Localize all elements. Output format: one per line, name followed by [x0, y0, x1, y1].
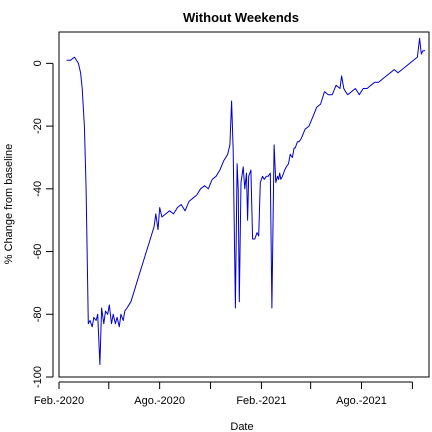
x-tick-label: Feb.-2021 — [236, 395, 286, 407]
y-axis: 0 -20 -40 -60 -80 -100 — [32, 60, 54, 388]
chart-title: Without Weekends — [183, 10, 299, 25]
y-tick-label: -100 — [32, 366, 44, 388]
x-tick-label: Ago.-2020 — [134, 395, 185, 407]
x-tick-label: Ago.-2021 — [336, 395, 387, 407]
y-axis-label: % Change from baseline — [3, 144, 15, 264]
x-tick-label: Feb.-2020 — [34, 395, 84, 407]
series-line — [66, 37, 426, 365]
y-tick-label: -20 — [32, 118, 44, 134]
y-tick-label: -80 — [32, 306, 44, 322]
y-tick-label: -60 — [32, 244, 44, 260]
y-tick-label: 0 — [32, 60, 44, 66]
x-axis-label: Date — [230, 421, 253, 432]
y-tick-label: -40 — [32, 181, 44, 197]
series-group — [66, 37, 426, 365]
x-axis: Feb.-2020 Ago.-2020 Feb.-2021 Ago.-2021 — [34, 381, 413, 407]
plot-frame — [58, 31, 430, 378]
